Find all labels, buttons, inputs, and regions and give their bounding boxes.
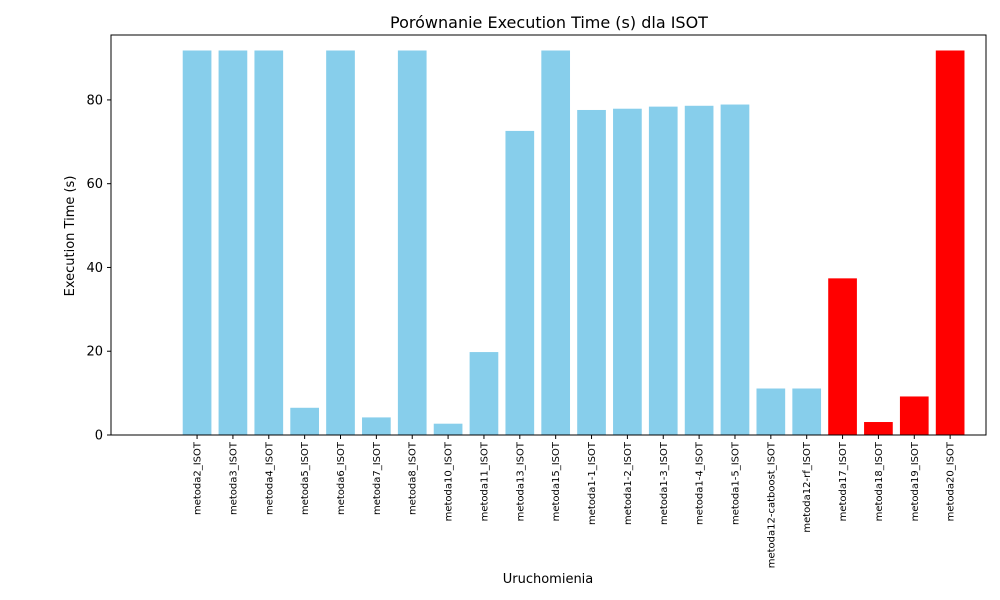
bar-metoda1-5_ISOT <box>720 104 750 435</box>
x-axis-label: Uruchomienia <box>503 572 594 587</box>
plot-frame <box>110 34 987 436</box>
x-tick-label: metoda12-rf_ISOT <box>802 441 813 533</box>
x-tick-label: metoda2_ISOT <box>193 441 204 515</box>
x-tick-label: metoda1-1_ISOT <box>587 441 598 525</box>
bar-metoda3_ISOT <box>218 50 248 436</box>
x-tick-label: metoda6_ISOT <box>336 441 347 515</box>
bar-metoda13_ISOT <box>505 130 535 435</box>
x-tick-label: metoda19_ISOT <box>910 441 921 521</box>
bar-metoda2_ISOT <box>182 50 212 436</box>
bar-metoda12-rf_ISOT <box>792 388 822 435</box>
bars-layer <box>182 50 965 436</box>
x-tick-label: metoda15_ISOT <box>551 441 562 521</box>
x-tick-label: metoda11_ISOT <box>479 441 490 521</box>
bar-metoda1-1_ISOT <box>577 109 606 436</box>
bar-metoda4_ISOT <box>254 50 284 436</box>
y-axis-label: Execution Time (s) <box>63 176 78 297</box>
bar-metoda1-2_ISOT <box>613 108 642 435</box>
bar-metoda1-3_ISOT <box>648 106 678 435</box>
bar-metoda19_ISOT <box>899 396 929 435</box>
x-tick-label: metoda1-5_ISOT <box>730 441 741 525</box>
x-tick-label: metoda4_ISOT <box>264 441 275 515</box>
x-tick-label: metoda1-2_ISOT <box>623 441 634 525</box>
bar-metoda1-4_ISOT <box>684 105 714 435</box>
chart-title: Porównanie Execution Time (s) dla ISOT <box>390 13 708 32</box>
y-tick-label: 40 <box>86 261 103 276</box>
bar-metoda15_ISOT <box>541 50 571 436</box>
y-tick-label: 0 <box>95 429 103 444</box>
x-tick-label: metoda20_ISOT <box>946 441 957 521</box>
x-tick-label: metoda17_ISOT <box>838 441 849 521</box>
x-tick-label: metoda10_ISOT <box>444 441 455 521</box>
y-axis: 0 20 40 60 80 <box>86 93 111 444</box>
bar-metoda10_ISOT <box>433 423 463 435</box>
x-tick-label: metoda12-catboost_ISOT <box>766 441 777 568</box>
x-tick-label: metoda1-4_ISOT <box>695 441 706 525</box>
bar-metoda11_ISOT <box>469 352 499 435</box>
bar-metoda5_ISOT <box>290 407 319 435</box>
bar-metoda20_ISOT <box>935 50 965 436</box>
bar-metoda7_ISOT <box>362 417 391 435</box>
x-tick-label: metoda5_ISOT <box>300 441 311 515</box>
y-tick-label: 60 <box>86 177 103 192</box>
x-tick-label: metoda8_ISOT <box>408 441 419 515</box>
bar-metoda18_ISOT <box>864 422 893 435</box>
x-tick-label: metoda7_ISOT <box>372 441 383 515</box>
x-tick-label: metoda1-3_ISOT <box>659 441 670 525</box>
x-tick-label: metoda3_ISOT <box>228 441 239 515</box>
y-tick-label: 20 <box>86 345 103 360</box>
bar-metoda8_ISOT <box>397 50 427 436</box>
y-tick-label: 80 <box>86 93 103 108</box>
bar-metoda17_ISOT <box>828 278 857 435</box>
x-axis: metoda2_ISOT metoda3_ISOT metoda4_ISOT meto… <box>193 435 957 568</box>
x-tick-label: metoda18_ISOT <box>874 441 885 521</box>
x-tick-label: metoda13_ISOT <box>515 441 526 521</box>
bar-metoda6_ISOT <box>326 50 355 436</box>
bar-metoda12-catboost_ISOT <box>756 388 786 435</box>
